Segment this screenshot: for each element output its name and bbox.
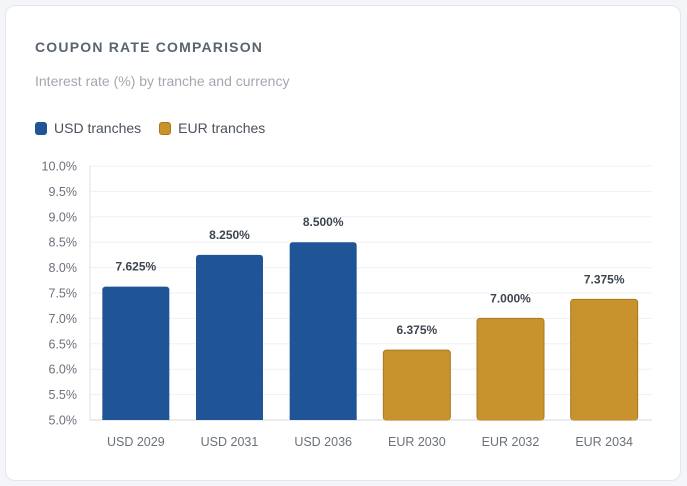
legend: USD tranches EUR tranches: [35, 120, 283, 136]
x-tick-label: USD 2036: [294, 435, 352, 449]
x-tick-label: EUR 2030: [388, 435, 446, 449]
x-tick-label: USD 2031: [201, 435, 259, 449]
y-tick-label: 8.5%: [49, 236, 78, 250]
legend-item-usd[interactable]: USD tranches: [35, 120, 141, 136]
x-tick-label: EUR 2034: [575, 435, 633, 449]
chart-subtitle: Interest rate (%) by tranche and currenc…: [35, 73, 290, 89]
x-tick-label: USD 2029: [107, 435, 165, 449]
y-tick-label: 7.5%: [49, 287, 78, 301]
bar: [476, 317, 545, 421]
bar-base: [477, 416, 544, 420]
y-tick-label: 9.0%: [49, 210, 78, 224]
y-tick-label: 9.5%: [49, 185, 78, 199]
chart-title: COUPON RATE COMPARISON: [35, 39, 264, 55]
y-tick-label: 10.0%: [42, 160, 77, 174]
data-label: 8.500%: [303, 215, 344, 229]
data-label: 6.375%: [396, 323, 437, 337]
legend-item-eur[interactable]: EUR tranches: [159, 120, 265, 136]
data-label: 8.250%: [209, 228, 250, 242]
y-tick-label: 7.0%: [49, 312, 78, 326]
bar: [570, 298, 639, 421]
bar: [102, 286, 170, 420]
data-label: 7.000%: [490, 291, 531, 305]
data-label: 7.625%: [115, 260, 156, 274]
y-tick-label: 5.5%: [49, 388, 78, 402]
y-tick-label: 5.0%: [49, 414, 78, 428]
bar: [196, 254, 263, 420]
x-tick-label: EUR 2032: [482, 435, 540, 449]
legend-swatch-usd: [35, 121, 47, 135]
legend-label-usd: USD tranches: [54, 120, 142, 136]
bar: [289, 242, 357, 420]
y-tick-label: 6.5%: [49, 337, 78, 351]
bar: [382, 349, 451, 421]
bar-base: [571, 416, 638, 420]
data-label: 7.375%: [584, 272, 625, 286]
legend-swatch-eur: [159, 121, 172, 135]
bar-base: [289, 416, 357, 420]
y-tick-label: 8.0%: [49, 261, 78, 275]
legend-label-eur: EUR tranches: [178, 120, 266, 136]
y-tick-label: 6.0%: [49, 363, 78, 377]
bar-base: [196, 416, 263, 420]
bar-base: [102, 416, 170, 420]
bar-base: [383, 416, 450, 420]
